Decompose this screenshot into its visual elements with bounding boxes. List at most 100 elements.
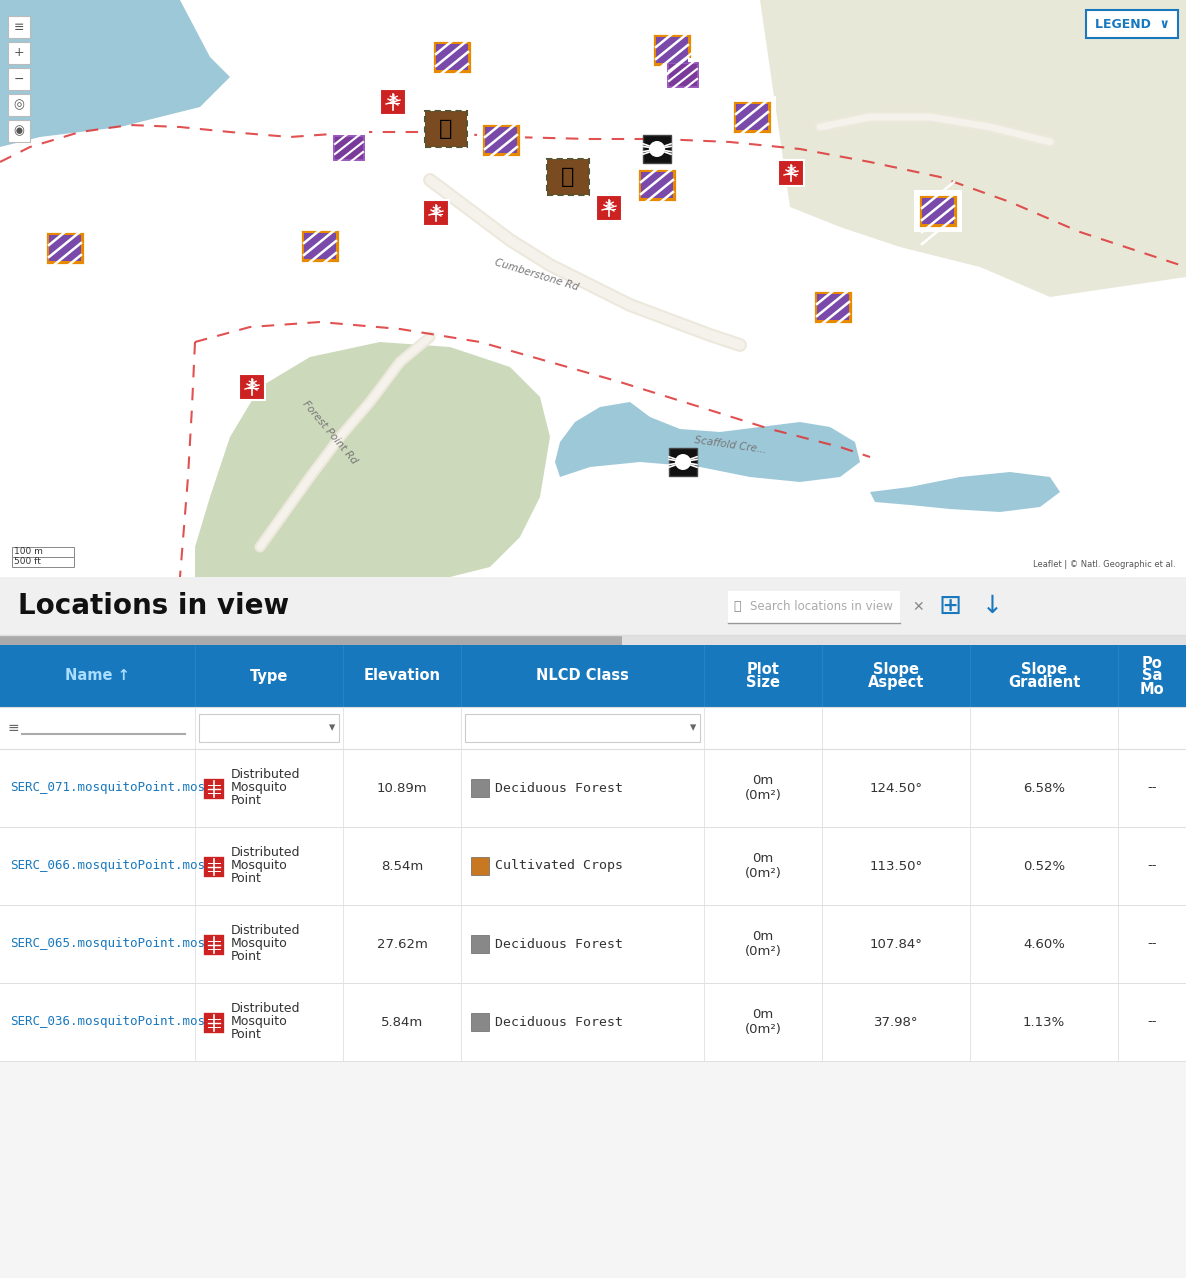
Text: Po: Po	[1142, 656, 1162, 671]
Bar	[732, 100, 772, 134]
Text: Mosquito: Mosquito	[231, 860, 288, 873]
Text: Forest Point Rd: Forest Point Rd	[301, 399, 359, 465]
Bar	[49, 235, 81, 261]
Bar	[45, 231, 85, 265]
Text: Leaflet | © Natl. Geographic et al.: Leaflet | © Natl. Geographic et al.	[1033, 560, 1177, 569]
Text: Type: Type	[250, 668, 288, 684]
Bar	[485, 127, 517, 153]
Bar	[203, 856, 225, 878]
Bar	[425, 111, 467, 147]
Text: SERC_066.mosquitoPoint.mos: SERC_066.mosquitoPoint.mos	[9, 860, 205, 873]
Bar	[329, 132, 369, 165]
Bar	[334, 137, 363, 158]
FancyBboxPatch shape	[8, 68, 30, 89]
Text: Locations in view: Locations in view	[18, 592, 289, 620]
Bar	[728, 96, 776, 138]
Text: Mo: Mo	[1140, 681, 1165, 697]
Bar	[240, 374, 264, 400]
Text: Point: Point	[231, 873, 262, 886]
Bar	[0, 707, 1186, 749]
Text: ⊞: ⊞	[938, 592, 962, 620]
Text: Distributed: Distributed	[231, 768, 300, 782]
Bar	[0, 983, 1186, 1061]
FancyBboxPatch shape	[1086, 10, 1178, 38]
Text: ≡: ≡	[8, 721, 20, 735]
Bar	[471, 858, 489, 875]
Text: 113.50°: 113.50°	[869, 860, 923, 873]
Bar	[0, 827, 1186, 905]
Text: Deciduous Forest: Deciduous Forest	[495, 1016, 623, 1029]
Bar	[663, 58, 703, 92]
Text: ✕: ✕	[912, 599, 924, 613]
Text: (0m²): (0m²)	[745, 789, 782, 801]
Text: 1.13%: 1.13%	[1022, 1016, 1065, 1029]
Polygon shape	[871, 472, 1060, 512]
Text: 0m: 0m	[752, 930, 773, 943]
Polygon shape	[0, 0, 230, 147]
Bar	[423, 199, 449, 226]
Bar	[203, 934, 225, 956]
Text: Point: Point	[231, 951, 262, 964]
Text: 27.62m: 27.62m	[377, 938, 427, 951]
Circle shape	[652, 142, 662, 152]
Text: Point: Point	[231, 795, 262, 808]
Bar	[643, 135, 671, 164]
Bar	[436, 43, 468, 70]
Text: ▾: ▾	[329, 722, 336, 735]
Text: Cultivated Crops: Cultivated Crops	[495, 860, 623, 873]
Bar	[667, 61, 700, 89]
Text: 🐿: 🐿	[439, 119, 453, 139]
Bar	[465, 714, 700, 743]
Text: 500 ft: 500 ft	[14, 557, 40, 566]
Text: ◉: ◉	[13, 124, 25, 138]
Text: *: *	[604, 199, 613, 217]
Text: Aspect: Aspect	[868, 675, 924, 690]
Text: 10.89m: 10.89m	[377, 782, 427, 795]
Text: LEGEND  ∨: LEGEND ∨	[1095, 18, 1169, 31]
FancyBboxPatch shape	[8, 17, 30, 38]
Text: 6.58%: 6.58%	[1024, 782, 1065, 795]
Bar	[422, 109, 470, 150]
Bar	[300, 229, 340, 263]
Text: Point: Point	[231, 1029, 262, 1042]
Text: --: --	[1147, 1016, 1156, 1029]
Bar	[669, 449, 697, 475]
Bar	[812, 290, 853, 325]
Bar	[778, 160, 804, 187]
Polygon shape	[195, 343, 550, 576]
Text: *: *	[247, 378, 256, 396]
Text: Mosquito: Mosquito	[231, 782, 288, 795]
Bar	[544, 156, 592, 198]
FancyBboxPatch shape	[8, 120, 30, 142]
FancyBboxPatch shape	[8, 95, 30, 116]
Bar	[0, 576, 1186, 635]
Bar	[918, 194, 958, 227]
Text: SERC_065.mosquitoPoint.mos: SERC_065.mosquitoPoint.mos	[9, 938, 205, 951]
Text: Sa: Sa	[1142, 668, 1162, 684]
Text: --: --	[1147, 782, 1156, 795]
Text: 4.60%: 4.60%	[1024, 938, 1065, 951]
Text: 100 m: 100 m	[14, 547, 43, 556]
Circle shape	[675, 454, 691, 470]
Text: Deciduous Forest: Deciduous Forest	[495, 782, 623, 795]
Text: 0m: 0m	[752, 774, 773, 787]
Text: *: *	[432, 204, 441, 222]
Text: SERC_071.mosquitoPoint.mos: SERC_071.mosquitoPoint.mos	[9, 782, 205, 795]
Text: 🐿: 🐿	[561, 167, 575, 187]
Bar	[42, 227, 89, 268]
Bar	[547, 158, 589, 196]
Bar	[203, 778, 225, 800]
Bar	[669, 64, 697, 86]
Text: NLCD Class: NLCD Class	[536, 668, 629, 684]
Text: Cumberstone Rd: Cumberstone Rd	[493, 257, 580, 293]
Text: 🔍: 🔍	[733, 601, 740, 613]
Text: Elevation: Elevation	[363, 668, 440, 684]
Bar	[471, 780, 489, 797]
Bar	[203, 1012, 225, 1034]
Bar	[648, 29, 696, 72]
Text: Search locations in view: Search locations in view	[750, 601, 893, 613]
Text: −: −	[14, 73, 24, 86]
Bar	[471, 1013, 489, 1031]
Text: ↓: ↓	[982, 594, 1002, 619]
Bar	[922, 198, 954, 224]
